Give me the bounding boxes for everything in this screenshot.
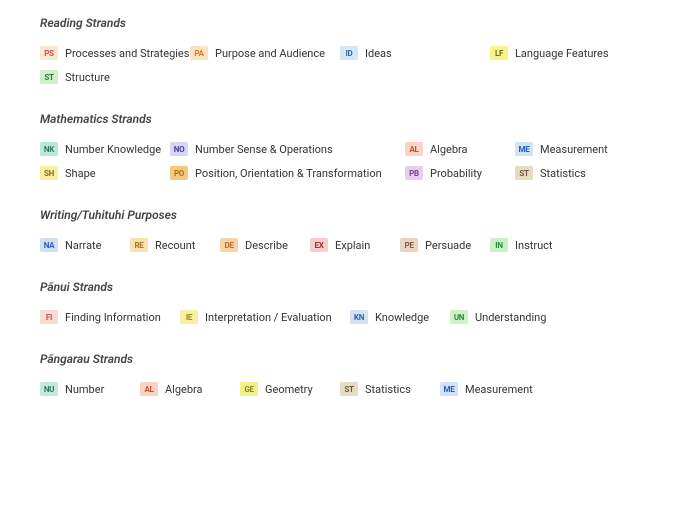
strand-label: Purpose and Audience: [215, 47, 325, 60]
strand-item: DE Describe: [220, 238, 310, 252]
strand-label: Narrate: [65, 239, 102, 252]
strand-badge: RE: [130, 238, 148, 252]
strand-item: LF Language Features: [490, 46, 640, 60]
strand-label: Measurement: [540, 143, 608, 156]
section: Mathematics StrandsNKNumber KnowledgeNON…: [40, 112, 640, 190]
strand-item: ST Statistics: [340, 382, 440, 396]
section-title: Writing/Tuhituhi Purposes: [40, 208, 640, 222]
strand-item: RE Recount: [130, 238, 220, 252]
strand-label: Probability: [430, 167, 482, 180]
strand-item: NO Number Sense & Operations: [170, 142, 405, 156]
strand-badge: PE: [400, 238, 418, 252]
strand-label: Ideas: [365, 47, 392, 60]
strand-badge: NK: [40, 142, 58, 156]
strand-item: IN Instruct: [490, 238, 580, 252]
strand-label: Geometry: [265, 383, 313, 396]
strand-item: FI Finding Information: [40, 310, 180, 324]
strand-badge: NU: [40, 382, 58, 396]
strand-badge: PA: [190, 46, 208, 60]
section-items: NU Number AL Algebra GE Geometry ST Statistics M…: [40, 382, 640, 406]
strand-label: Structure: [65, 71, 110, 84]
section-items: NK Number Knowledge NO Number Sense & Opera…: [40, 142, 640, 190]
strand-item: ME Measurement: [515, 142, 635, 156]
section-items: NANarrateRERecountDEDescribeEXExplainPEP…: [40, 238, 640, 262]
strand-badge: DE: [220, 238, 238, 252]
section: Pānui Strands FI Finding Information IE Inte…: [40, 280, 640, 334]
strand-label: Knowledge: [375, 311, 429, 324]
strand-label: Algebra: [165, 383, 203, 396]
strand-item: ID Ideas: [340, 46, 490, 60]
strand-item: UN Understanding: [450, 310, 570, 324]
strand-label: Number Sense & Operations: [195, 143, 333, 156]
strand-label: Finding Information: [65, 311, 161, 324]
strand-badge: NA: [40, 238, 58, 252]
strand-item: AL Algebra: [405, 142, 515, 156]
strand-item: PA Purpose and Audience: [190, 46, 340, 60]
strand-item: AL Algebra: [140, 382, 240, 396]
strand-item: EX Explain: [310, 238, 400, 252]
section: Reading Strands PS Processes and Strategie…: [40, 16, 640, 94]
strand-item: NU Number: [40, 382, 140, 396]
strand-item: SH Shape: [40, 166, 170, 180]
strand-label: Position, Orientation & Transformation: [195, 167, 382, 180]
strand-label: Measurement: [465, 383, 533, 396]
strand-label: Statistics: [540, 167, 586, 180]
strand-label: Shape: [65, 167, 96, 180]
strand-badge: IN: [490, 238, 508, 252]
strand-label: Describe: [245, 239, 288, 252]
strand-badge: PB: [405, 166, 423, 180]
strand-label: Persuade: [425, 239, 471, 252]
strand-item: NA Narrate: [40, 238, 130, 252]
strand-label: Understanding: [475, 311, 546, 324]
strand-badge: ST: [340, 382, 358, 396]
strand-badge: UN: [450, 310, 468, 324]
strand-item: PS Processes and Strategies: [40, 46, 190, 60]
strand-label: Explain: [335, 239, 370, 252]
strand-badge: ST: [40, 70, 58, 84]
strand-item: ST Statistics: [515, 166, 635, 180]
section-title: Reading Strands: [40, 16, 640, 30]
strand-label: Instruct: [515, 239, 553, 252]
strand-badge: NO: [170, 142, 188, 156]
strand-badge: AL: [140, 382, 158, 396]
section-title: Mathematics Strands: [40, 112, 640, 126]
strand-badge: PS: [40, 46, 58, 60]
strand-label: Processes and Strategies: [65, 47, 189, 60]
strand-badge: ME: [515, 142, 533, 156]
strand-label: Interpretation / Evaluation: [205, 311, 332, 324]
strand-label: Algebra: [430, 143, 468, 156]
strand-badge: KN: [350, 310, 368, 324]
strand-badge: SH: [40, 166, 58, 180]
section: Writing/Tuhituhi Purposes NA Narrate RE Reco…: [40, 208, 640, 262]
strand-badge: IE: [180, 310, 198, 324]
strand-item: PB Probability: [405, 166, 515, 180]
strand-badge: AL: [405, 142, 423, 156]
section-title: Pāngarau Strands: [40, 352, 640, 366]
strand-badge: EX: [310, 238, 328, 252]
strand-item: PO Position, Orientation & Transformation: [170, 166, 405, 180]
strand-item: GE Geometry: [240, 382, 340, 396]
section-title: Pānui Strands: [40, 280, 640, 294]
strand-badge: PO: [170, 166, 188, 180]
section: Pāngarau Strands NU Number AL Algebra GE Geome…: [40, 352, 640, 406]
section-items: PS Processes and StrategiesPA Purpose and …: [40, 46, 640, 94]
strand-label: Number: [65, 383, 104, 396]
strand-item: ME Measurement: [440, 382, 540, 396]
strand-item: KN Knowledge: [350, 310, 450, 324]
strand-item: PE Persuade: [400, 238, 490, 252]
section-items: FI Finding Information IE Interpretation / …: [40, 310, 640, 334]
strand-badge: LF: [490, 46, 508, 60]
strand-badge: ME: [440, 382, 458, 396]
strand-badge: GE: [240, 382, 258, 396]
strand-label: Statistics: [365, 383, 411, 396]
strand-label: Language Features: [515, 47, 609, 60]
strand-item: NK Number Knowledge: [40, 142, 170, 156]
strand-item: IE Interpretation / Evaluation: [180, 310, 350, 324]
strand-label: Recount: [155, 239, 195, 252]
strand-item: ST Structure: [40, 70, 190, 84]
strand-badge: ST: [515, 166, 533, 180]
strand-label: Number Knowledge: [65, 143, 161, 156]
strand-badge: ID: [340, 46, 358, 60]
strand-badge: FI: [40, 310, 58, 324]
